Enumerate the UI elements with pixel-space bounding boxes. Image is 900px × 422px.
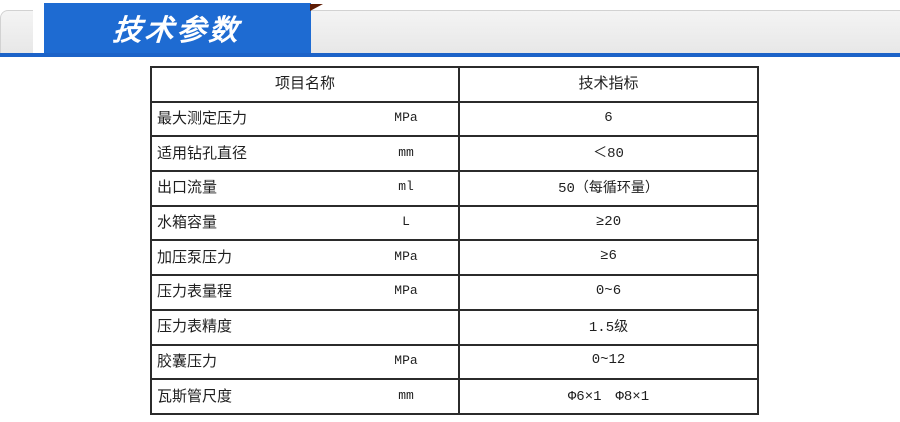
item-unit: MPa xyxy=(394,248,418,264)
item-name: 最大测定压力 xyxy=(157,110,248,128)
item-unit: MPa xyxy=(394,283,418,299)
spec-value-cell: 0~12 xyxy=(458,345,757,379)
item-unit: MPa xyxy=(394,352,418,368)
spec-value: Φ6×1 Φ8×1 xyxy=(567,389,650,406)
header-cell-item-name: 项目名称 xyxy=(152,68,458,101)
item-unit: MPa xyxy=(394,110,418,126)
item-name-cell: 瓦斯管尺度 mm xyxy=(152,380,458,413)
item-name-cell: 压力表量程 MPa xyxy=(152,276,458,309)
spec-value-cell: 1.5级 xyxy=(458,310,757,344)
spec-value: 6 xyxy=(604,109,613,126)
tab-strip-notch xyxy=(33,5,44,53)
header-label-item-name: 项目名称 xyxy=(274,75,335,93)
header-label-spec: 技术指标 xyxy=(578,75,639,93)
item-unit: ml xyxy=(398,179,414,195)
item-name: 适用钻孔直径 xyxy=(157,144,248,162)
tab-technical-parameters[interactable]: 技术参数 xyxy=(44,3,311,53)
tab-strip-underline xyxy=(0,53,900,57)
spec-value-cell: ≥20 xyxy=(458,206,757,240)
corner-fold-icon xyxy=(310,4,323,11)
header-cell-spec: 技术指标 xyxy=(458,68,757,101)
table-row: 最大测定压力 MPa 6 xyxy=(152,100,757,136)
item-name-cell: 水箱容量 L xyxy=(152,207,458,240)
spec-value-cell: 6 xyxy=(458,102,757,136)
table-row: 压力表精度 1.5级 xyxy=(152,308,757,344)
item-name-cell: 压力表精度 xyxy=(152,311,458,344)
table-row: 出口流量 ml 50（每循环量） xyxy=(152,170,757,205)
section-banner: 技术参数 xyxy=(0,0,900,60)
spec-value-cell: 0~6 xyxy=(458,276,757,309)
item-name: 瓦斯管尺度 xyxy=(157,387,233,405)
item-unit: mm xyxy=(398,144,414,160)
item-name: 出口流量 xyxy=(157,179,218,197)
spec-value-cell: 50（每循环量） xyxy=(458,172,757,205)
item-name-cell: 出口流量 ml xyxy=(152,172,458,205)
spec-value: 50（每循环量） xyxy=(558,180,659,197)
spec-value: 1.5级 xyxy=(588,319,629,336)
item-name: 胶囊压力 xyxy=(157,352,218,370)
table-row: 压力表量程 MPa 0~6 xyxy=(152,274,757,309)
spec-value: ＜80 xyxy=(593,146,624,163)
item-name-cell: 胶囊压力 MPa xyxy=(152,346,458,379)
item-name: 压力表量程 xyxy=(157,283,233,301)
spec-value-cell: ＜80 xyxy=(458,137,757,171)
table-row: 胶囊压力 MPa 0~12 xyxy=(152,343,757,379)
item-unit: L xyxy=(402,214,410,230)
spec-value: 0~12 xyxy=(591,352,626,369)
item-name: 水箱容量 xyxy=(157,214,218,232)
spec-value: ≥6 xyxy=(600,248,617,265)
spec-value: 0~6 xyxy=(595,282,622,299)
section-title: 技术参数 xyxy=(112,15,243,47)
item-name-cell: 适用钻孔直径 mm xyxy=(152,137,458,170)
spec-value-cell: Φ6×1 Φ8×1 xyxy=(458,380,757,413)
item-name: 压力表精度 xyxy=(157,318,233,336)
spec-value: ≥20 xyxy=(595,213,622,230)
item-name: 加压泵压力 xyxy=(157,248,233,266)
table-row: 瓦斯管尺度 mm Φ6×1 Φ8×1 xyxy=(152,378,757,413)
table-row: 加压泵压力 MPa ≥6 xyxy=(152,239,757,275)
spec-value-cell: ≥6 xyxy=(458,241,757,275)
table-header-row: 项目名称 技术指标 xyxy=(152,68,757,101)
table-row: 适用钻孔直径 mm ＜80 xyxy=(152,135,757,171)
item-unit: mm xyxy=(398,387,414,403)
spec-table: 项目名称 技术指标 最大测定压力 MPa 6 适用钻孔直径 mm ＜80 xyxy=(150,66,759,415)
item-name-cell: 加压泵压力 MPa xyxy=(152,241,458,274)
item-name-cell: 最大测定压力 MPa xyxy=(152,103,458,136)
table-row: 水箱容量 L ≥20 xyxy=(152,204,757,240)
